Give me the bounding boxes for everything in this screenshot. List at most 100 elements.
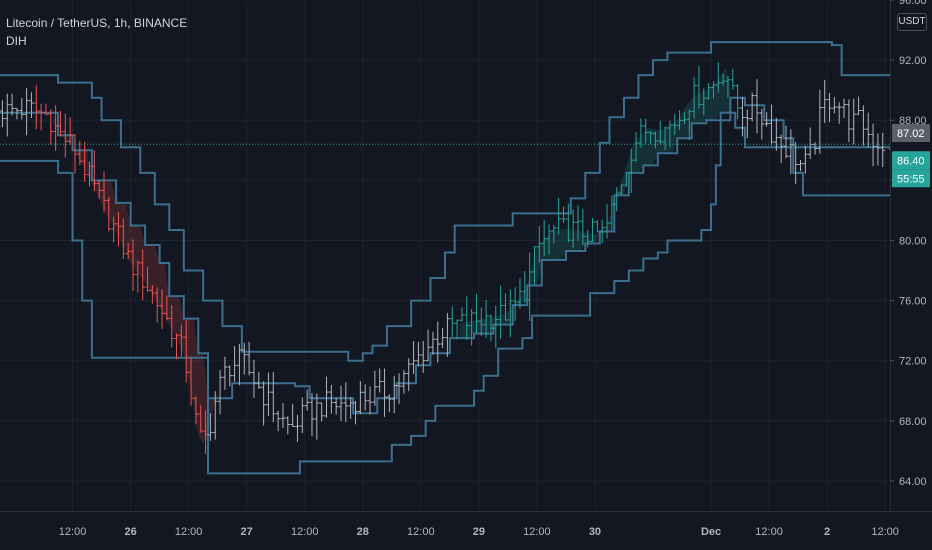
- ohlc-bar: [682, 112, 687, 125]
- ohlc-bar: [454, 319, 460, 340]
- ohlc-bar: [517, 278, 523, 309]
- ohlc-bar: [585, 229, 590, 248]
- ohlc-bar: [822, 79, 827, 123]
- time-tick-label: 2: [824, 526, 830, 538]
- ohlc-bar: [614, 187, 619, 212]
- ohlc-bar: [82, 141, 87, 182]
- ohlc-bar: [58, 110, 63, 137]
- ohlc-bar: [827, 92, 832, 123]
- ohlc-bar: [48, 109, 53, 145]
- ohlc-bar: [866, 112, 871, 148]
- ohlc-bar: [130, 239, 136, 292]
- price-axis[interactable]: 64.0068.0072.0076.0080.0084.0088.0092.00…: [890, 0, 932, 511]
- indicator-name[interactable]: DIH: [6, 34, 27, 48]
- ohlc-bar: [19, 98, 24, 120]
- ohlc-bar: [198, 404, 203, 433]
- ohlc-bar: [783, 125, 789, 159]
- ohlc-bar: [759, 108, 765, 140]
- ohlc-bar: [672, 113, 677, 136]
- ohlc-bar: [24, 87, 29, 136]
- price-tick-label: 76.00: [899, 296, 927, 308]
- ohlc-bar: [251, 359, 257, 398]
- ohlc-bar: [764, 112, 769, 127]
- ohlc-bar: [561, 206, 566, 224]
- channel-bands: [0, 41, 891, 475]
- ohlc-bar: [0, 100, 5, 128]
- ohlc-bar: [367, 386, 373, 415]
- ohlc-bar: [38, 103, 44, 131]
- ohlc-bar: [464, 296, 469, 340]
- ohlc-bar: [653, 131, 658, 149]
- time-tick-label: 12:00: [755, 526, 783, 538]
- ohlc-bar: [474, 293, 479, 334]
- time-tick-label: 30: [589, 526, 601, 538]
- currency-unit-label[interactable]: USDT: [897, 13, 927, 31]
- ohlc-bar: [807, 127, 813, 160]
- grid-lines: [0, 0, 890, 511]
- ohlc-bar: [546, 224, 552, 255]
- bar-countdown-tag-bg: [892, 169, 930, 188]
- ohlc-bar: [237, 343, 242, 386]
- ohlc-bar: [358, 381, 363, 415]
- price-tick-label: 96.00: [899, 0, 927, 7]
- ohlc-bar: [72, 134, 78, 174]
- ohlc-bar: [343, 382, 349, 422]
- ohlc-bar: [396, 373, 402, 404]
- upper-price-tag: 87.02: [892, 123, 930, 142]
- time-axis[interactable]: 12:00 26 12:00 27 12:00 28 12:00 29 12:00 30 Dec 12…: [59, 526, 899, 538]
- ohlc-bar: [498, 285, 503, 339]
- ohlc-bar: [648, 131, 653, 144]
- ohlc-bar: [271, 372, 276, 423]
- time-tick-label: 12:00: [175, 526, 203, 538]
- ohlc-bar: [401, 369, 407, 394]
- ohlc-bar: [527, 252, 532, 321]
- ohlc-bar: [338, 385, 344, 422]
- ohlc-bar: [377, 368, 382, 393]
- symbol-title[interactable]: Litecoin / TetherUS, 1h, BINANCE: [6, 16, 188, 30]
- price-axis-background: [890, 0, 932, 511]
- ohlc-bar: [841, 98, 847, 118]
- ohlc-bar: [430, 331, 436, 355]
- upper-channel-line: [0, 41, 890, 362]
- ohlc-bar: [87, 161, 92, 187]
- ohlc-bar: [846, 99, 852, 143]
- ohlc-bar: [145, 266, 150, 293]
- ohlc-bar: [217, 369, 223, 415]
- ohlc-bar: [469, 308, 474, 346]
- ohlc-bar: [609, 195, 615, 231]
- ohlc-bar: [150, 285, 155, 304]
- ohlc-bar: [701, 88, 706, 116]
- ohlc-bar: [488, 314, 494, 342]
- ohlc-bar: [5, 93, 10, 137]
- ohlc-bar: [803, 145, 808, 174]
- ohlc-bar: [435, 321, 440, 363]
- ohlc-bar: [740, 97, 745, 137]
- ohlc-bar: [188, 356, 194, 406]
- ohlc-bar: [503, 293, 508, 321]
- ohlc-bar: [619, 184, 624, 195]
- ohlc-bar: [749, 92, 755, 122]
- ohlc-bar: [633, 132, 639, 162]
- ohlc-bar: [29, 92, 34, 119]
- ohlc-bar: [730, 68, 735, 90]
- ohlc-bar: [725, 75, 731, 98]
- time-tick-label: 12:00: [871, 526, 899, 538]
- current-price-tag: 86.40: [892, 151, 930, 170]
- ohlc-bar: [875, 133, 881, 166]
- time-tick-label: 28: [357, 526, 369, 538]
- bar-countdown-tag-text: 55:55: [897, 173, 925, 185]
- ohlc-bar: [290, 403, 295, 428]
- time-tick-label: 12:00: [407, 526, 435, 538]
- ohlc-bar: [769, 104, 774, 146]
- ohlc-bar: [551, 224, 557, 244]
- ohlc-bar: [169, 304, 174, 348]
- ohlc-bar: [116, 212, 121, 247]
- ohlc-bar: [106, 196, 112, 232]
- chart-legend: Litecoin / TetherUS, 1h, BINANCE DIH: [6, 14, 187, 50]
- ohlc-bar: [537, 226, 542, 263]
- price-tags: 87.02 86.40 55:55: [892, 123, 930, 188]
- trend-fill: [53, 112, 218, 444]
- ohlc-bar: [570, 209, 576, 249]
- ohlc-bar: [309, 392, 315, 437]
